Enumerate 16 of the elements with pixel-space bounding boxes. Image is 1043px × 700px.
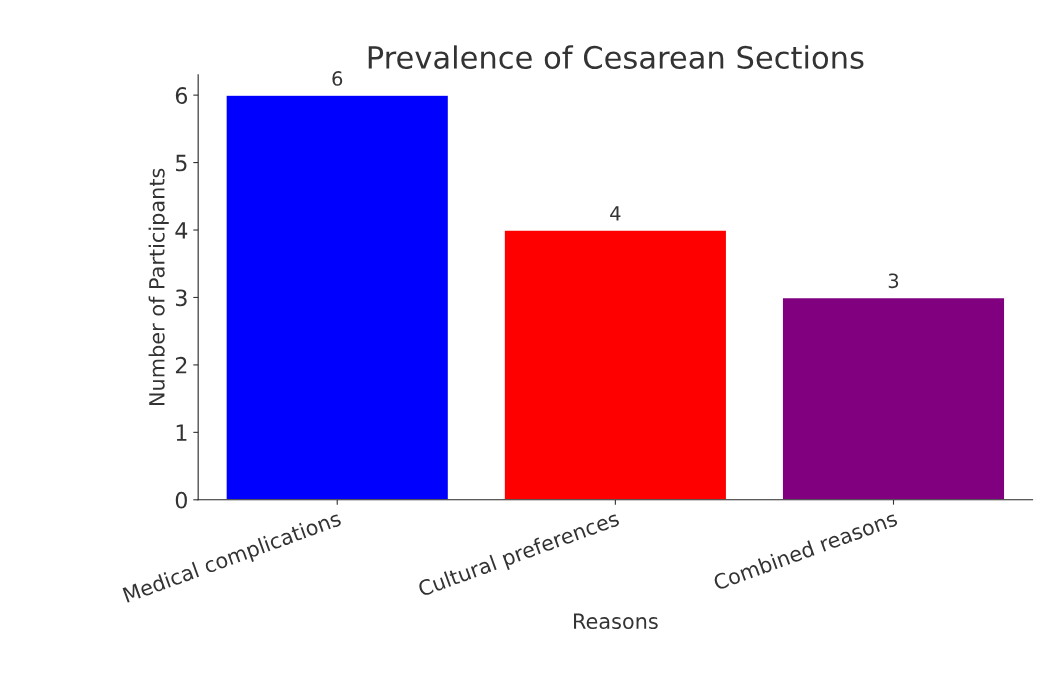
y-tick-label: 1 [176,424,187,441]
y-tick-label: 0 [175,491,187,509]
y-axis-title: Number of Participants [148,168,169,405]
x-axis-title: Reasons [574,613,658,630]
data-label: 3 [888,273,899,289]
bar [781,296,1006,500]
y-tick-label: 4 [175,222,188,239]
bar [225,94,450,500]
data-label: 4 [610,206,621,221]
y-tick-label: 2 [175,356,187,374]
y-tick-label: 3 [176,289,187,307]
y-tick-label: 6 [175,87,188,104]
chart-title: Prevalence of Cesarean Sections [368,45,864,69]
bar [503,229,728,500]
y-tick-label: 5 [176,154,187,172]
data-label: 6 [332,71,343,86]
